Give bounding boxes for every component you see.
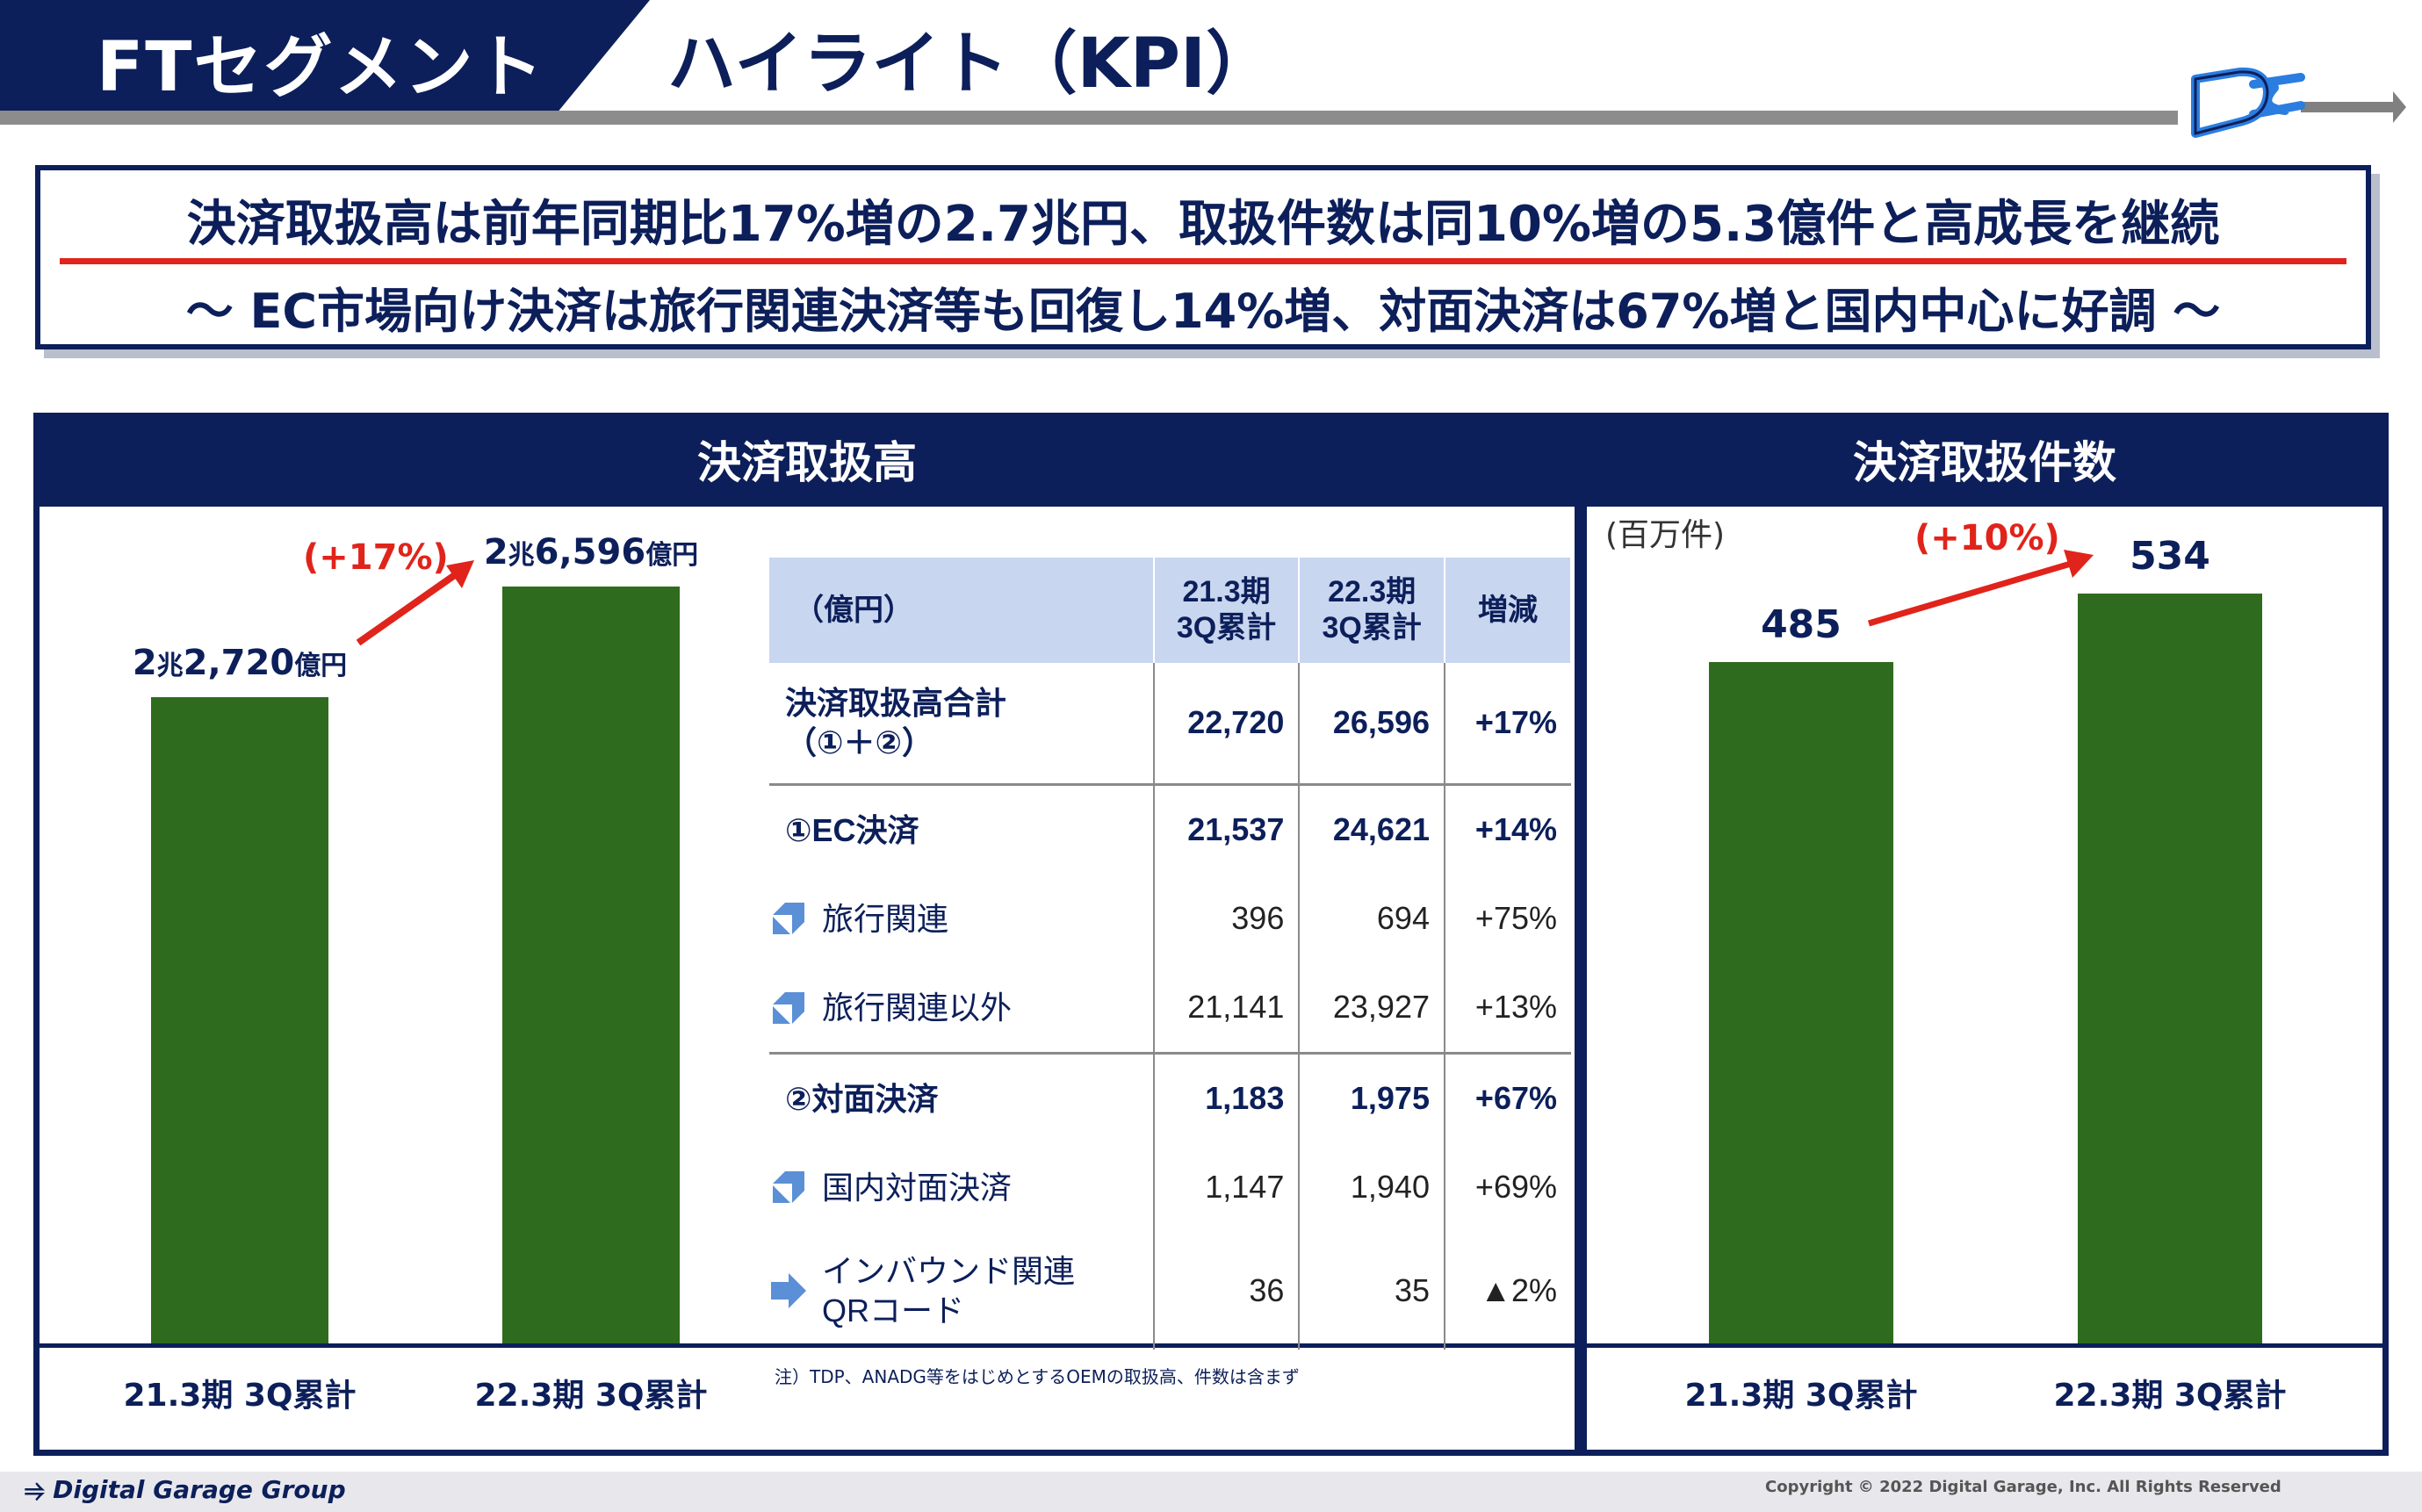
count-panel-title: 決済取扱件数: [1587, 419, 2382, 507]
table-row: ①EC決済 21,537 24,621 +14%: [769, 782, 1571, 874]
count-category-label-2022: 22.3期 3Q累計: [2053, 1378, 2287, 1414]
count-growth-annotation: (+10%): [1914, 518, 2060, 558]
volume-bar-2021: [151, 696, 328, 1343]
table-cell-change: +67%: [1443, 1051, 1571, 1142]
headline-sub: ～ EC市場向け決済は旅行関連決済等も回復し14%増、対面決済は67%増と国内中…: [185, 284, 2221, 339]
table-cell-curr: 1,940: [1298, 1142, 1445, 1232]
table-cell-curr: 1,975: [1298, 1051, 1445, 1142]
table-cell-curr: 23,927: [1298, 963, 1445, 1053]
copyright: Copyright © 2022 Digital Garage, Inc. Al…: [1765, 1478, 2281, 1496]
footer-bar: [0, 1472, 2422, 1512]
segment-tab: [0, 0, 650, 111]
table-row: 決済取扱高合計 （①＋②） 22,720 26,596 +17%: [769, 663, 1571, 784]
headline-main: 決済取扱高は前年同期比17%増の2.7兆円、取扱件数は同10%増の5.3億件と高…: [186, 196, 2220, 253]
table-row: 旅行関連 396 694 +75%: [769, 874, 1571, 963]
footer-brand-text: Digital Garage Group: [53, 1475, 346, 1504]
table-header-curr: 22.3期 3Q累計: [1299, 558, 1445, 663]
count-value-label-2022: 534: [2130, 534, 2210, 579]
arrow-up-right-icon: [769, 899, 808, 938]
table-row-label: ①EC決済: [769, 782, 1154, 874]
table-row: ②対面決済 1,183 1,975 +67%: [769, 1051, 1571, 1142]
table-cell-curr: 694: [1298, 874, 1445, 963]
volume-value-label-2021: 2兆2,720億円: [132, 642, 348, 683]
footnote: 注）TDP、ANADG等をはじめとするOEMの取扱高、件数は含まず: [775, 1366, 1300, 1387]
table-cell-prev: 1,183: [1152, 1051, 1300, 1142]
table-row-label: 旅行関連: [769, 874, 1154, 963]
page-title: ハイライト（KPI）: [667, 25, 1275, 104]
count-growth-arrow-icon: [1868, 550, 2094, 627]
footer-logo-icon: ⥤: [25, 1475, 54, 1504]
volume-category-label-2021: 21.3期 3Q累計: [123, 1378, 357, 1414]
table-cell-prev: 36: [1152, 1232, 1300, 1350]
count-category-label-2021: 21.3期 3Q累計: [1684, 1378, 1918, 1414]
count-bar-2022: [2078, 594, 2262, 1343]
table-cell-change: +13%: [1443, 963, 1571, 1053]
table-cell-change: ▲2%: [1443, 1232, 1571, 1350]
count-bar-2021: [1709, 662, 1893, 1343]
headline-divider: [60, 258, 2346, 264]
table-cell-change: +69%: [1443, 1142, 1571, 1232]
count-value-label-2021: 485: [1761, 602, 1842, 648]
table-row-label: インバウンド関連 QRコード: [769, 1232, 1154, 1350]
table-row: 旅行関連以外 21,141 23,927 +13%: [769, 963, 1571, 1053]
table-row: インバウンド関連 QRコード 36 35 ▲2%: [769, 1232, 1571, 1350]
footer-brand: ⥤ Digital Garage Group: [25, 1475, 346, 1505]
table-cell-curr: 26,596: [1298, 663, 1445, 784]
table-cell-change: +14%: [1443, 782, 1571, 874]
volume-growth-annotation: (+17%): [303, 537, 449, 578]
table-cell-prev: 396: [1152, 874, 1300, 963]
count-axis-line: [1587, 1343, 2382, 1348]
table-cell-prev: 22,720: [1152, 663, 1300, 784]
table-header-change: 増減: [1444, 558, 1573, 663]
table-row-label: 旅行関連以外: [769, 963, 1154, 1053]
table-cell-prev: 1,147: [1152, 1142, 1300, 1232]
table-row-label: 国内対面決済: [769, 1142, 1154, 1232]
table-cell-change: +17%: [1443, 663, 1571, 784]
table-header-prev: 21.3期 3Q累計: [1153, 558, 1301, 663]
volume-axis-line: [40, 1343, 1581, 1348]
volume-growth-arrow-icon: [356, 560, 474, 646]
volume-value-label-2022: 2兆6,596億円: [483, 532, 699, 572]
table-header-unit: （億円）: [769, 558, 1155, 663]
dg-logo-icon: [2191, 67, 2406, 138]
segment-title: FTセグメント: [97, 28, 545, 107]
table-row-label: ②対面決済: [769, 1051, 1154, 1142]
table-cell-prev: 21,141: [1152, 963, 1300, 1053]
arrow-right-icon: [769, 1271, 808, 1310]
header-rule: [0, 111, 2178, 125]
kpi-table: （億円） 21.3期 3Q累計 22.3期 3Q累計 増減 決済取扱高合計 （①＋②）…: [769, 558, 1573, 1350]
count-unit-label: (百万件): [1605, 517, 1726, 553]
table-row-label: 決済取扱高合計 （①＋②）: [785, 685, 1007, 761]
table-cell-curr: 24,621: [1298, 782, 1445, 874]
volume-bar-2022: [502, 587, 680, 1343]
table-cell-curr: 35: [1298, 1232, 1445, 1350]
volume-category-label-2022: 22.3期 3Q累計: [474, 1378, 708, 1414]
table-header-row: （億円） 21.3期 3Q累計 22.3期 3Q累計 増減: [769, 558, 1573, 663]
table-cell-change: +75%: [1443, 874, 1571, 963]
volume-panel-title: 決済取扱高: [40, 419, 1575, 507]
arrow-up-right-icon: [769, 1168, 808, 1206]
table-row: 国内対面決済 1,147 1,940 +69%: [769, 1142, 1571, 1232]
table-cell-prev: 21,537: [1152, 782, 1300, 874]
arrow-up-right-icon: [769, 989, 808, 1027]
headline-box: 決済取扱高は前年同期比17%増の2.7兆円、取扱件数は同10%増の5.3億件と高…: [35, 165, 2371, 349]
